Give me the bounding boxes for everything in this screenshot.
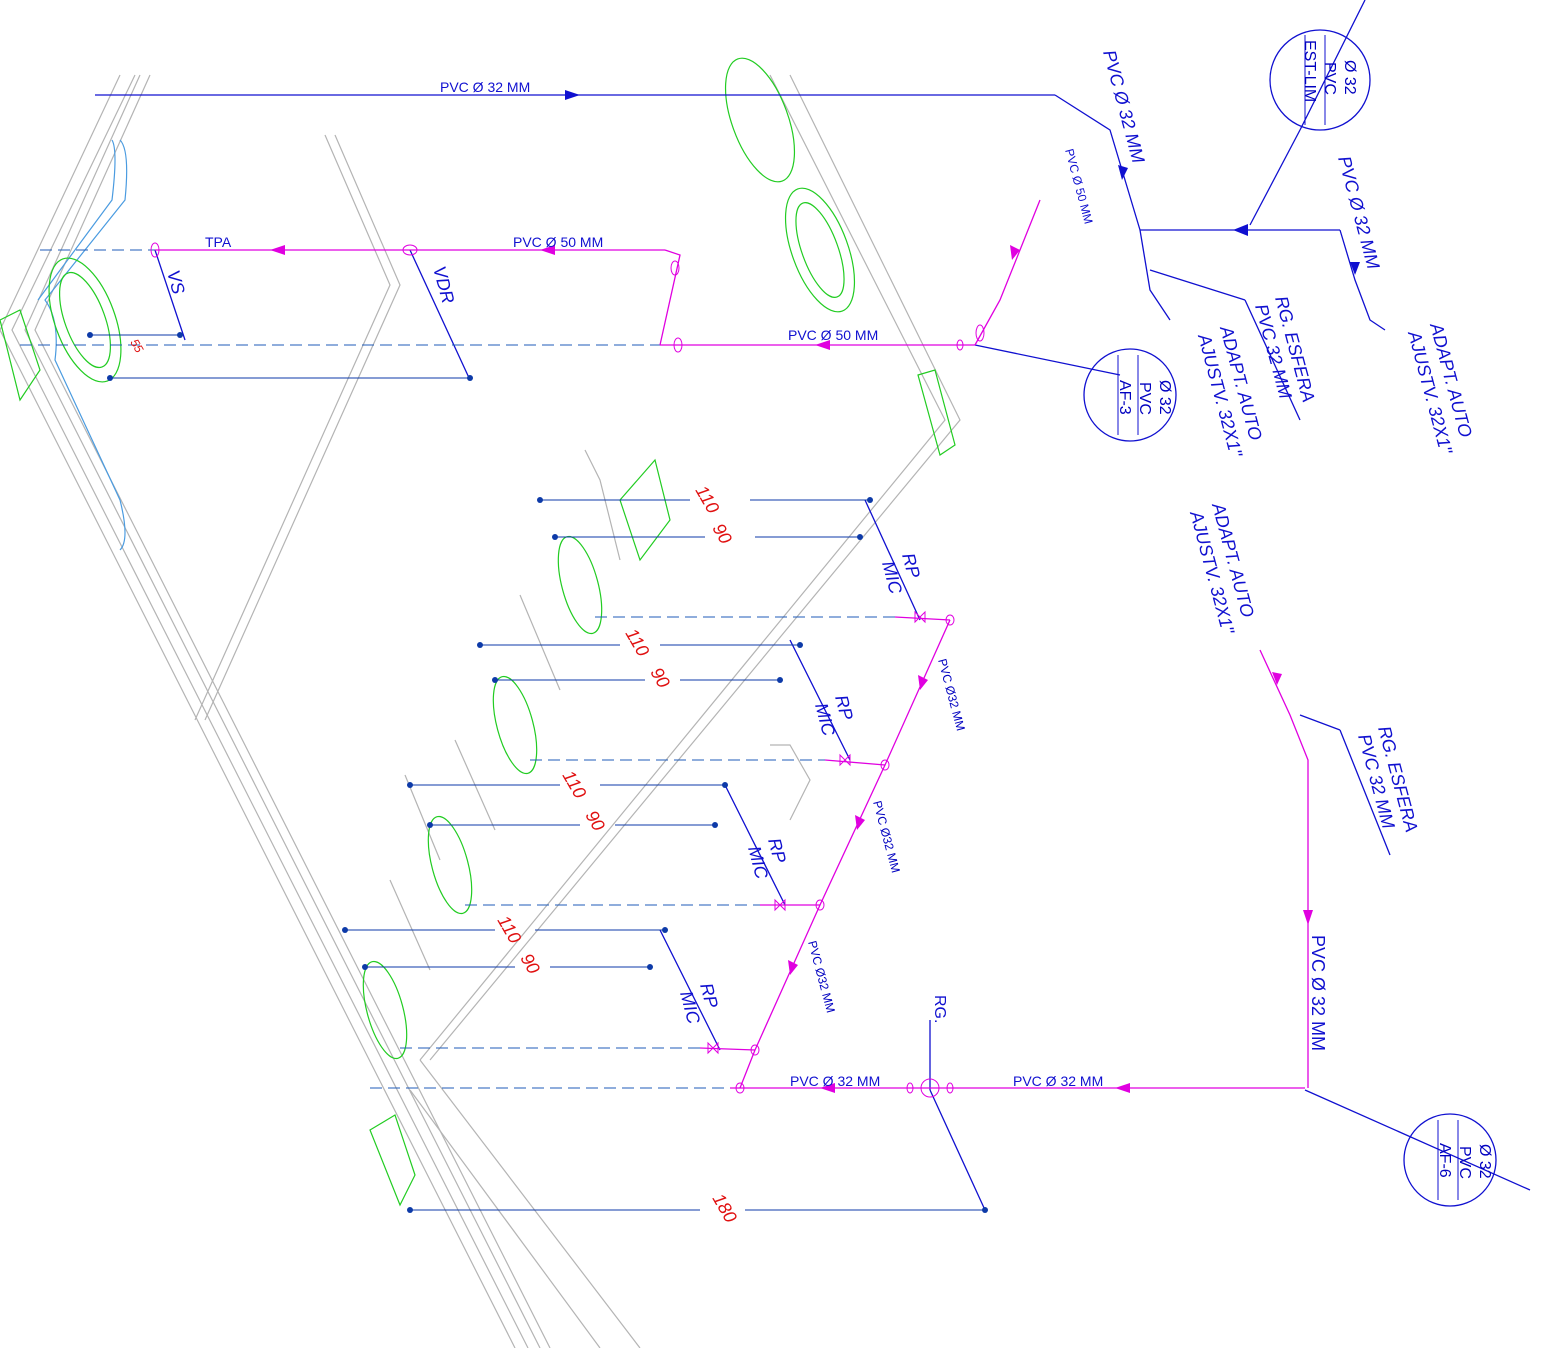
- rp-mic-tag-4: RP MIC: [676, 981, 722, 1027]
- dimension-lines: [20, 249, 988, 1213]
- tag-rg: RG.: [931, 995, 948, 1023]
- annotation-rg-esfera-1: RG. ESFERA PVC 32 MM: [1251, 294, 1319, 404]
- dim-90: 90: [647, 664, 674, 691]
- dim-90: 90: [517, 950, 544, 977]
- bubble-line2: PVC: [1136, 382, 1153, 415]
- dim-90: 90: [582, 807, 609, 834]
- bubble-est-lim: [1269, 29, 1371, 131]
- bubble-line2: PVC: [1321, 62, 1338, 95]
- label-top-main: PVC Ø 32 MM: [440, 79, 530, 95]
- bubble-line1: AF-3: [1116, 380, 1133, 415]
- label-bottom-left: PVC Ø 32 MM: [790, 1073, 880, 1089]
- urinal-fixture-2: [492, 675, 538, 775]
- tag-vs: VS: [163, 268, 189, 296]
- floor-drain-right: [917, 369, 956, 456]
- dim-55: 55: [127, 337, 146, 356]
- toilet-fixture: [48, 257, 122, 383]
- bubble-af6: [1403, 1113, 1497, 1207]
- urinal-fixture-3: [427, 815, 473, 915]
- bubble-af6-text: AF-6 PVC Ø 32: [1436, 1143, 1493, 1179]
- label-riser-1: PVC Ø32 MM: [935, 657, 968, 732]
- rp-mic-tag-3: RP MIC: [744, 836, 790, 882]
- bubble-line1: EST-LIM: [1301, 40, 1318, 102]
- annotation-adapt-auto-1: ADAPT. AUTO AJUSTV. 32X1": [1194, 323, 1266, 461]
- tag-bubbles: [1083, 29, 1497, 1207]
- dim-110: 110: [494, 912, 526, 947]
- bubble-est-lim-text: EST-LIM PVC Ø 32: [1301, 40, 1358, 102]
- bubble-line3: Ø 32: [1341, 60, 1358, 95]
- label-pvc50-mid: PVC Ø 50 MM: [788, 327, 878, 343]
- bubble-line3: Ø 32: [1476, 1144, 1493, 1179]
- walls: [0, 74, 961, 1348]
- label-pvc32-far-right: PVC Ø 32 MM: [1334, 154, 1383, 271]
- floor-drain-mid: [619, 458, 671, 562]
- label-pvc50-diag: PVC Ø 50 MM: [1062, 147, 1096, 225]
- bubble-af3-text: AF-3 PVC Ø 32: [1116, 380, 1173, 415]
- label-vertical-right: PVC Ø 32 MM: [1308, 935, 1328, 1051]
- urinal-fixture-4: [362, 960, 408, 1060]
- toilet-fixture-top-2: [784, 187, 856, 313]
- label-riser-2: PVC Ø32 MM: [870, 799, 903, 874]
- annotation-adapt-auto-2: ADAPT. AUTO AJUSTV. 32X1": [1404, 320, 1476, 458]
- annotation-adapt-auto-3: ADAPT. AUTO AJUSTV. 32X1": [1186, 500, 1258, 638]
- bubble-line1: AF-6: [1436, 1143, 1453, 1178]
- label-tpa: TPA: [205, 234, 232, 250]
- bubble-line2: PVC: [1456, 1146, 1473, 1179]
- rp-mic-tag-2: RP MIC: [811, 693, 857, 739]
- bubble-af3: [1083, 348, 1177, 442]
- dim-90: 90: [709, 520, 736, 547]
- cold-water-lines: [95, 0, 1531, 1211]
- label-pvc32-right-top: PVC Ø 32 MM: [1099, 48, 1148, 165]
- toilet-fixture-top-1: [724, 57, 796, 183]
- urinal-fixture-1: [557, 535, 603, 635]
- fixtures: [0, 57, 956, 1207]
- flow-arrow: [565, 90, 580, 100]
- annotation-rg-esfera-2: RG. ESFERA PVC 32 MM: [1354, 724, 1422, 834]
- dim-110: 110: [559, 767, 591, 802]
- dim-110: 110: [622, 625, 654, 660]
- dim-110: 110: [692, 482, 724, 517]
- floor-drain-bottom: [369, 1114, 416, 1207]
- text-labels: PVC Ø 32 MM TPA PVC Ø 50 MM PVC Ø 50 MM …: [127, 40, 1493, 1226]
- label-pvc50-top: PVC Ø 50 MM: [513, 234, 603, 250]
- dim-180: 180: [709, 1190, 741, 1226]
- magenta-lines: [150, 199, 1313, 1098]
- bubble-line3: Ø 32: [1156, 380, 1173, 415]
- label-bottom-right: PVC Ø 32 MM: [1013, 1073, 1103, 1089]
- rp-mic-tag-1: RP MIC: [878, 551, 924, 597]
- label-riser-3: PVC Ø32 MM: [805, 939, 838, 1014]
- floor-drain-left: [0, 309, 41, 402]
